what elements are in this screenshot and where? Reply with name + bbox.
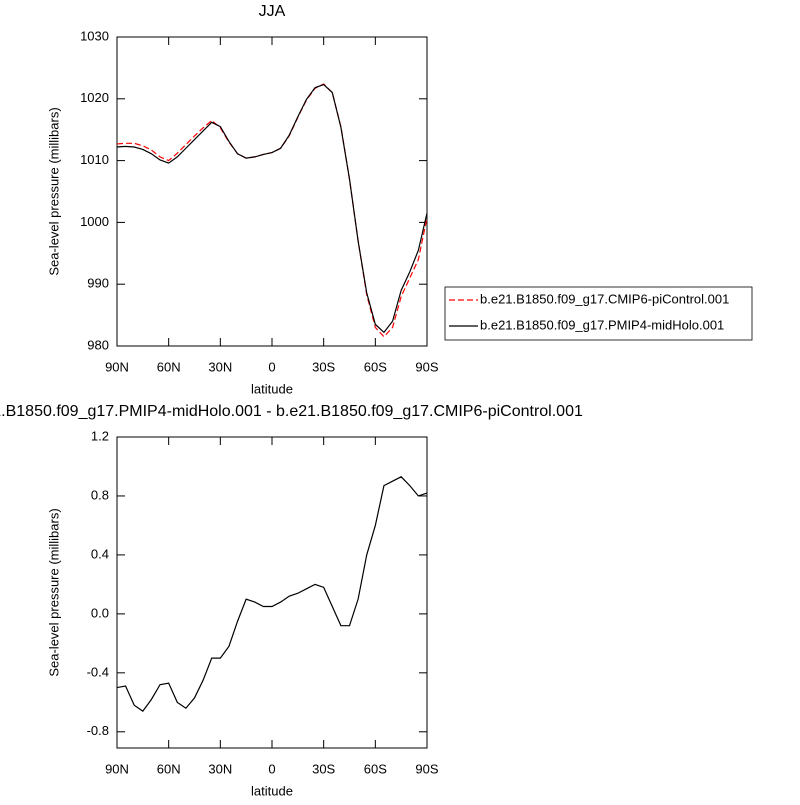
y-tick-label: 1.2 (91, 428, 109, 443)
y-tick-label: 0.0 (91, 605, 109, 620)
y-tick-label: 980 (87, 337, 109, 352)
y-tick-label: 1030 (80, 28, 109, 43)
x-tick-label: 60N (157, 761, 181, 776)
x-tick-label: 90S (415, 359, 438, 374)
x-tick-label: 0 (268, 761, 275, 776)
y-tick-label: 0.8 (91, 487, 109, 502)
y-tick-label: 1020 (80, 90, 109, 105)
y-tick-label: 1000 (80, 214, 109, 229)
x-tick-label: 30N (208, 359, 232, 374)
x-tick-label: 30S (312, 761, 335, 776)
y-tick-label: 990 (87, 276, 109, 291)
legend-box (444, 286, 753, 341)
plot-frame (116, 436, 428, 749)
x-tick-label: 90N (105, 761, 129, 776)
y-axis-label: Sea-level pressure (millibars) (46, 107, 61, 275)
x-tick-label: 30S (312, 359, 335, 374)
x-tick-label: 90N (105, 359, 129, 374)
y-tick-label: 1010 (80, 152, 109, 167)
y-tick-label: -0.4 (87, 664, 109, 679)
y-axis-label: Sea-level pressure (millibars) (46, 508, 61, 676)
x-tick-label: 60S (364, 761, 387, 776)
legend-label: b.e21.B1850.f09_g17.PMIP4-midHolo.001 (480, 317, 724, 332)
x-tick-label: 30N (208, 761, 232, 776)
y-tick-label: 0.4 (91, 546, 109, 561)
x-axis-label: latitude (251, 381, 293, 396)
line-series (116, 83, 428, 334)
x-tick-label: 90S (415, 761, 438, 776)
chart-title: JJA (259, 3, 286, 20)
line-series (116, 476, 428, 712)
x-axis-label: latitude (251, 783, 293, 798)
y-tick-label: -0.8 (87, 723, 109, 738)
plot-frame (116, 36, 428, 347)
x-tick-label: 0 (268, 359, 275, 374)
legend-label: b.e21.B1850.f09_g17.CMIP6-piControl.001 (480, 291, 729, 306)
line-series (116, 83, 428, 338)
x-tick-label: 60N (157, 359, 181, 374)
x-tick-label: 60S (364, 359, 387, 374)
chart-title: b.e21.B1850.f09_g17.PMIP4-midHolo.001 - … (0, 403, 583, 420)
